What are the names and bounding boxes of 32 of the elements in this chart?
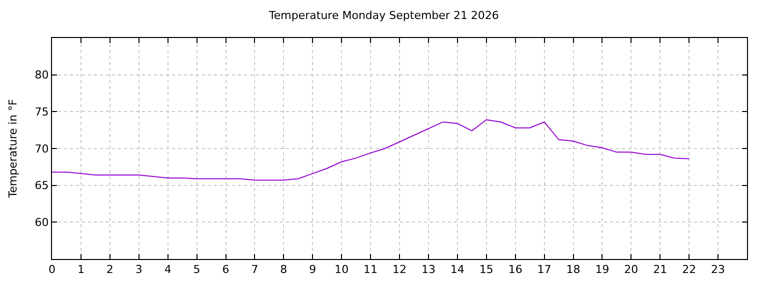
y-tick-label: 70 xyxy=(34,142,49,156)
x-tick-label: 11 xyxy=(364,263,378,276)
x-tick-label: 12 xyxy=(392,263,406,276)
x-tick-label: 5 xyxy=(193,263,200,276)
x-tick-label: 16 xyxy=(508,263,522,276)
x-tick-label: 15 xyxy=(479,263,494,276)
y-tick-label: 80 xyxy=(34,68,49,82)
y-tick-label: 60 xyxy=(34,216,49,230)
y-tick-label: 75 xyxy=(34,106,49,119)
x-tick-label: 18 xyxy=(566,263,580,276)
x-tick-label: 7 xyxy=(251,263,258,276)
x-tick-label: 8 xyxy=(280,263,288,276)
x-tick-label: 10 xyxy=(334,263,349,276)
x-tick-label: 6 xyxy=(222,263,230,276)
x-tick-label: 1 xyxy=(77,263,84,276)
line-series xyxy=(52,119,690,181)
x-tick-label: 9 xyxy=(309,263,316,276)
y-axis-title: Temperature in °F xyxy=(6,99,20,199)
x-tick-label: 14 xyxy=(450,263,464,276)
x-tick-label: 3 xyxy=(135,263,142,276)
x-tick-label: 19 xyxy=(595,263,610,276)
x-tick-label: 17 xyxy=(537,263,552,276)
x-tick-label: 22 xyxy=(682,263,696,276)
x-tick-label: 0 xyxy=(48,263,56,276)
x-tick-label: 23 xyxy=(711,263,726,276)
chart-title: Temperature Monday September 21 2026 xyxy=(268,9,499,22)
x-tick-label: 2 xyxy=(106,263,114,276)
x-tick-label: 13 xyxy=(421,263,436,276)
y-tick-label: 65 xyxy=(34,179,49,192)
x-tick-label: 4 xyxy=(164,263,172,276)
x-tick-label: 21 xyxy=(653,263,668,276)
x-tick-label: 20 xyxy=(624,263,638,276)
